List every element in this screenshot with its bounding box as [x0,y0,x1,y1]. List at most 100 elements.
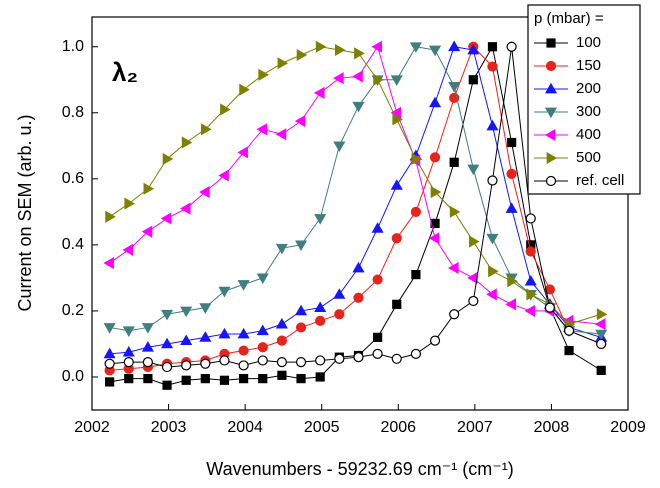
data-point [315,372,325,382]
data-point [277,57,289,70]
legend-label: 300 [576,103,601,120]
data-point [334,43,346,57]
data-point [488,265,499,278]
data-point [141,323,154,334]
data-point [448,40,461,52]
x-tick-label: 2007 [457,419,493,436]
data-point [467,164,480,176]
data-point [334,309,345,320]
data-point [161,361,173,373]
data-point [372,274,383,285]
legend-label: 150 [576,57,601,74]
data-point [507,137,517,148]
data-point [447,261,459,275]
data-point [564,345,574,356]
data-point [160,212,172,225]
legend-label: 100 [576,34,601,51]
x-tick-label: 2002 [74,419,110,436]
data-point [524,274,537,286]
data-point [199,331,212,342]
data-point [294,114,306,128]
data-point [181,360,192,371]
x-tick-label: 2006 [380,419,416,436]
data-point [219,375,230,385]
legend-marker [544,107,558,119]
data-point [505,202,518,213]
data-point [505,298,516,311]
y-tick-label: 0.2 [62,302,84,319]
data-point [352,101,365,113]
data-point [123,357,134,368]
data-point [595,329,608,341]
data-point [411,269,421,280]
data-point [275,128,287,141]
data-point [524,304,536,317]
legend-title: p (mbar) = [534,10,604,27]
data-point [238,345,249,356]
data-point [296,374,306,384]
data-point [315,315,326,326]
data-point [429,96,442,108]
data-point [179,202,191,215]
data-point [468,235,480,248]
legend-label: 500 [576,149,601,166]
data-point [122,243,134,256]
data-point [525,246,536,257]
data-point [334,353,345,364]
data-point [371,40,382,53]
data-point [200,358,211,369]
legend-marker [544,82,558,94]
x-tick-label: 2005 [304,419,340,436]
data-point [199,185,210,199]
data-point [218,286,231,298]
data-point [354,47,365,60]
data-point [390,179,403,190]
data-point [429,152,441,163]
legend-label: ref. cell [576,172,624,189]
data-point [103,257,114,270]
data-point [141,225,153,238]
data-point [296,48,308,62]
data-point [392,299,402,309]
data-point [391,233,402,244]
data-point [218,169,229,182]
data-point [104,358,115,369]
data-point [314,301,327,312]
data-point [429,45,442,57]
data-point [449,157,459,167]
data-point [162,152,174,166]
data-point [239,83,250,96]
data-point [237,327,250,339]
data-point [124,197,135,210]
data-point [142,357,153,368]
data-point [122,326,135,337]
data-point [219,355,230,366]
x-axis-label: Wavenumbers - 59232.69 cm⁻¹ (cm⁻¹) [206,459,513,479]
legend-marker [546,38,556,48]
data-point [487,61,498,72]
annotation: λ₂ [112,57,138,87]
data-point [295,240,308,252]
data-point [468,295,479,307]
y-tick-label: 0.0 [62,368,84,385]
data-point [181,136,193,149]
data-point [256,123,268,136]
data-point [295,322,307,333]
data-point [448,82,461,93]
data-point [411,152,423,166]
data-point [486,288,497,301]
data-point [161,337,174,349]
data-point [391,353,402,364]
data-point [390,75,403,86]
data-point [180,334,193,345]
legend-label: 200 [576,80,601,97]
y-axis-label: Current on SEM (arb. u.) [15,114,35,311]
data-point [237,280,250,291]
data-point [313,86,325,99]
data-point [372,348,383,359]
data-point [596,308,608,321]
data-point [486,233,499,245]
data-point [525,213,536,224]
data-point [239,374,249,384]
data-point [258,374,268,384]
